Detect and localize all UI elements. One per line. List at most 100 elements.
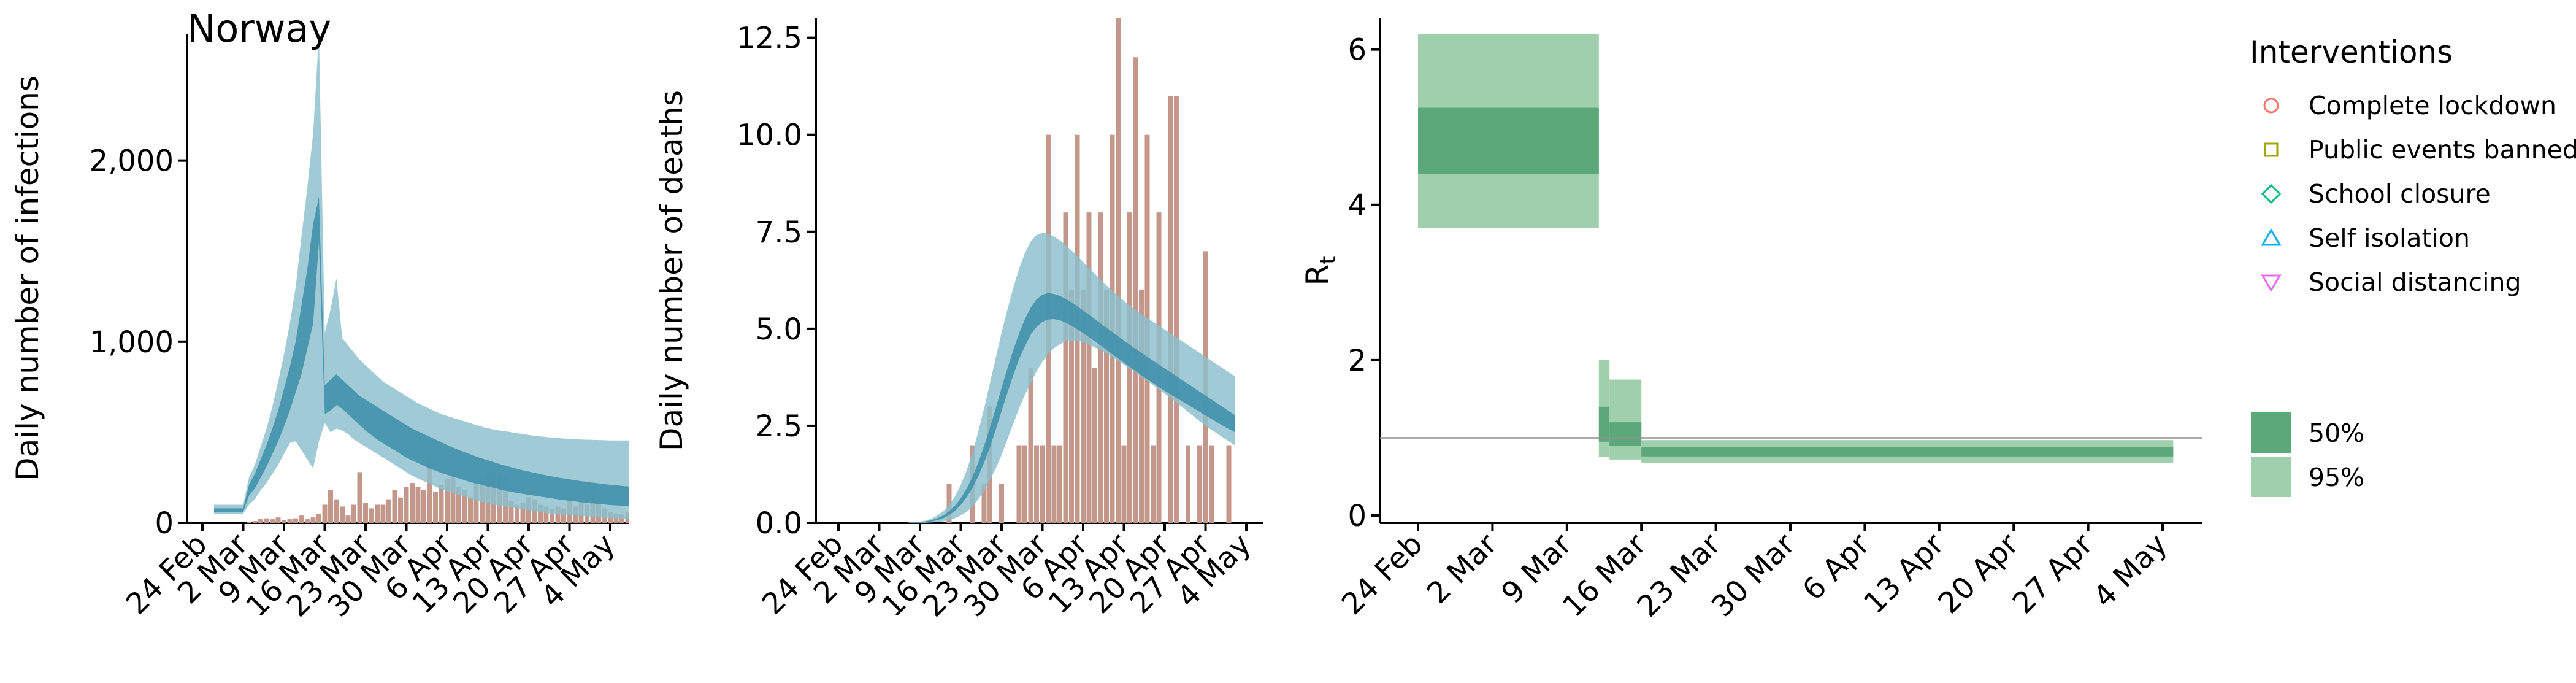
legend-band-label: 50% — [2309, 419, 2364, 448]
x-tick-label: 30 Mar — [1705, 527, 1802, 624]
daily-bar — [1086, 212, 1092, 523]
band-50 — [214, 196, 629, 512]
daily-bar — [654, 517, 659, 523]
daily-bar — [264, 518, 269, 523]
daily-bar — [404, 486, 409, 523]
daily-bar — [392, 490, 397, 523]
daily-bar — [1186, 445, 1190, 523]
daily-bar — [1104, 290, 1109, 523]
daily-bar — [439, 485, 444, 523]
daily-bar — [1197, 445, 1202, 523]
daily-bar — [351, 504, 356, 523]
y-axis-title: Daily number of infections — [10, 75, 45, 481]
daily-bar — [380, 504, 386, 523]
daily-bar — [468, 497, 473, 523]
y-axis-title: Daily number of deaths — [654, 90, 689, 451]
rt-band-50 — [1609, 422, 1642, 446]
daily-bar — [340, 506, 345, 523]
daily-bar — [1116, 18, 1121, 523]
y-tick-label: 2.5 — [756, 409, 802, 444]
daily-bar — [310, 517, 316, 523]
panel-title: Norway — [187, 6, 331, 51]
daily-bar — [386, 499, 391, 523]
daily-bar — [550, 508, 554, 523]
legend-item-label: School closure — [2309, 179, 2491, 209]
daily-bar — [555, 506, 561, 523]
daily-bar — [1139, 290, 1144, 523]
daily-bar — [445, 479, 450, 523]
daily-bar — [543, 506, 549, 523]
daily-bar — [508, 501, 514, 523]
daily-bar — [258, 519, 263, 523]
y-axis-title-main: R — [1300, 264, 1335, 286]
circle-icon — [2263, 98, 2279, 114]
y-tick-label: 0 — [155, 506, 174, 541]
daily-bar — [328, 490, 333, 523]
y-tick-label: 4 — [1347, 188, 1367, 223]
daily-bar — [1098, 212, 1103, 523]
rt-band-50 — [1418, 107, 1599, 174]
y-tick-label: 5.0 — [756, 312, 802, 347]
triangle-up-icon — [2261, 228, 2282, 246]
daily-bar — [1151, 445, 1156, 523]
daily-bar — [275, 517, 281, 523]
daily-bar — [410, 483, 415, 523]
daily-bar — [1069, 290, 1074, 523]
daily-bar — [369, 508, 374, 523]
y-tick-label: 7.5 — [756, 215, 802, 250]
daily-bar — [1168, 96, 1173, 523]
daily-bar — [1051, 445, 1057, 523]
daily-bar — [1063, 212, 1068, 523]
daily-bar — [538, 504, 543, 523]
daily-bar — [1022, 445, 1027, 523]
band-95 — [214, 34, 629, 519]
daily-bar — [515, 504, 519, 523]
x-tick-label: 20 Apr — [1931, 527, 2025, 620]
daily-bar — [637, 515, 642, 523]
legend-band-swatch — [2251, 457, 2291, 497]
y-tick-label: 6 — [1347, 33, 1367, 68]
daily-bar — [398, 497, 403, 523]
legend-item-label: Social distancing — [2309, 268, 2521, 297]
daily-bar — [1057, 445, 1062, 523]
daily-bar — [415, 486, 421, 523]
legend-item-label: Public events banned — [2309, 135, 2576, 164]
rt-band-50 — [1641, 447, 2174, 457]
daily-bar — [1226, 445, 1232, 523]
daily-bar — [305, 519, 310, 523]
y-tick-label: 0 — [1347, 499, 1367, 533]
y-tick-label: 10.0 — [737, 118, 802, 153]
plot-area — [908, 18, 1235, 523]
y-tick-label: 0.0 — [756, 506, 802, 541]
daily-bar — [561, 508, 566, 523]
triangle-down-icon — [2261, 274, 2282, 292]
daily-bar — [1174, 96, 1179, 523]
daily-bar — [433, 492, 438, 523]
daily-bar — [322, 504, 328, 523]
daily-bar — [643, 517, 648, 523]
daily-bar — [999, 484, 1004, 523]
x-tick-label: 27 Apr — [2006, 527, 2099, 620]
diamond-icon — [2261, 183, 2282, 204]
y-tick-label: 12.5 — [737, 21, 802, 56]
daily-bar — [456, 486, 461, 523]
daily-bar — [462, 490, 467, 523]
daily-bar — [1034, 445, 1039, 523]
legend-item-label: Complete lockdown — [2309, 91, 2556, 120]
daily-bar — [1081, 290, 1086, 523]
daily-bar — [247, 522, 251, 523]
band-95 — [908, 233, 1235, 523]
daily-bar — [334, 499, 339, 523]
daily-bar — [375, 504, 380, 523]
legend-band-swatch — [2251, 412, 2291, 453]
daily-bar — [299, 515, 304, 523]
daily-bar — [1121, 445, 1127, 523]
y-tick-label: 2,000 — [90, 144, 174, 179]
daily-bar — [666, 515, 671, 523]
y-axis-title-subscript: t — [1316, 256, 1341, 264]
daily-bar — [946, 484, 952, 523]
legend-item-label: Self isolation — [2309, 223, 2470, 253]
x-tick-label: 13 Apr — [1857, 527, 1950, 620]
